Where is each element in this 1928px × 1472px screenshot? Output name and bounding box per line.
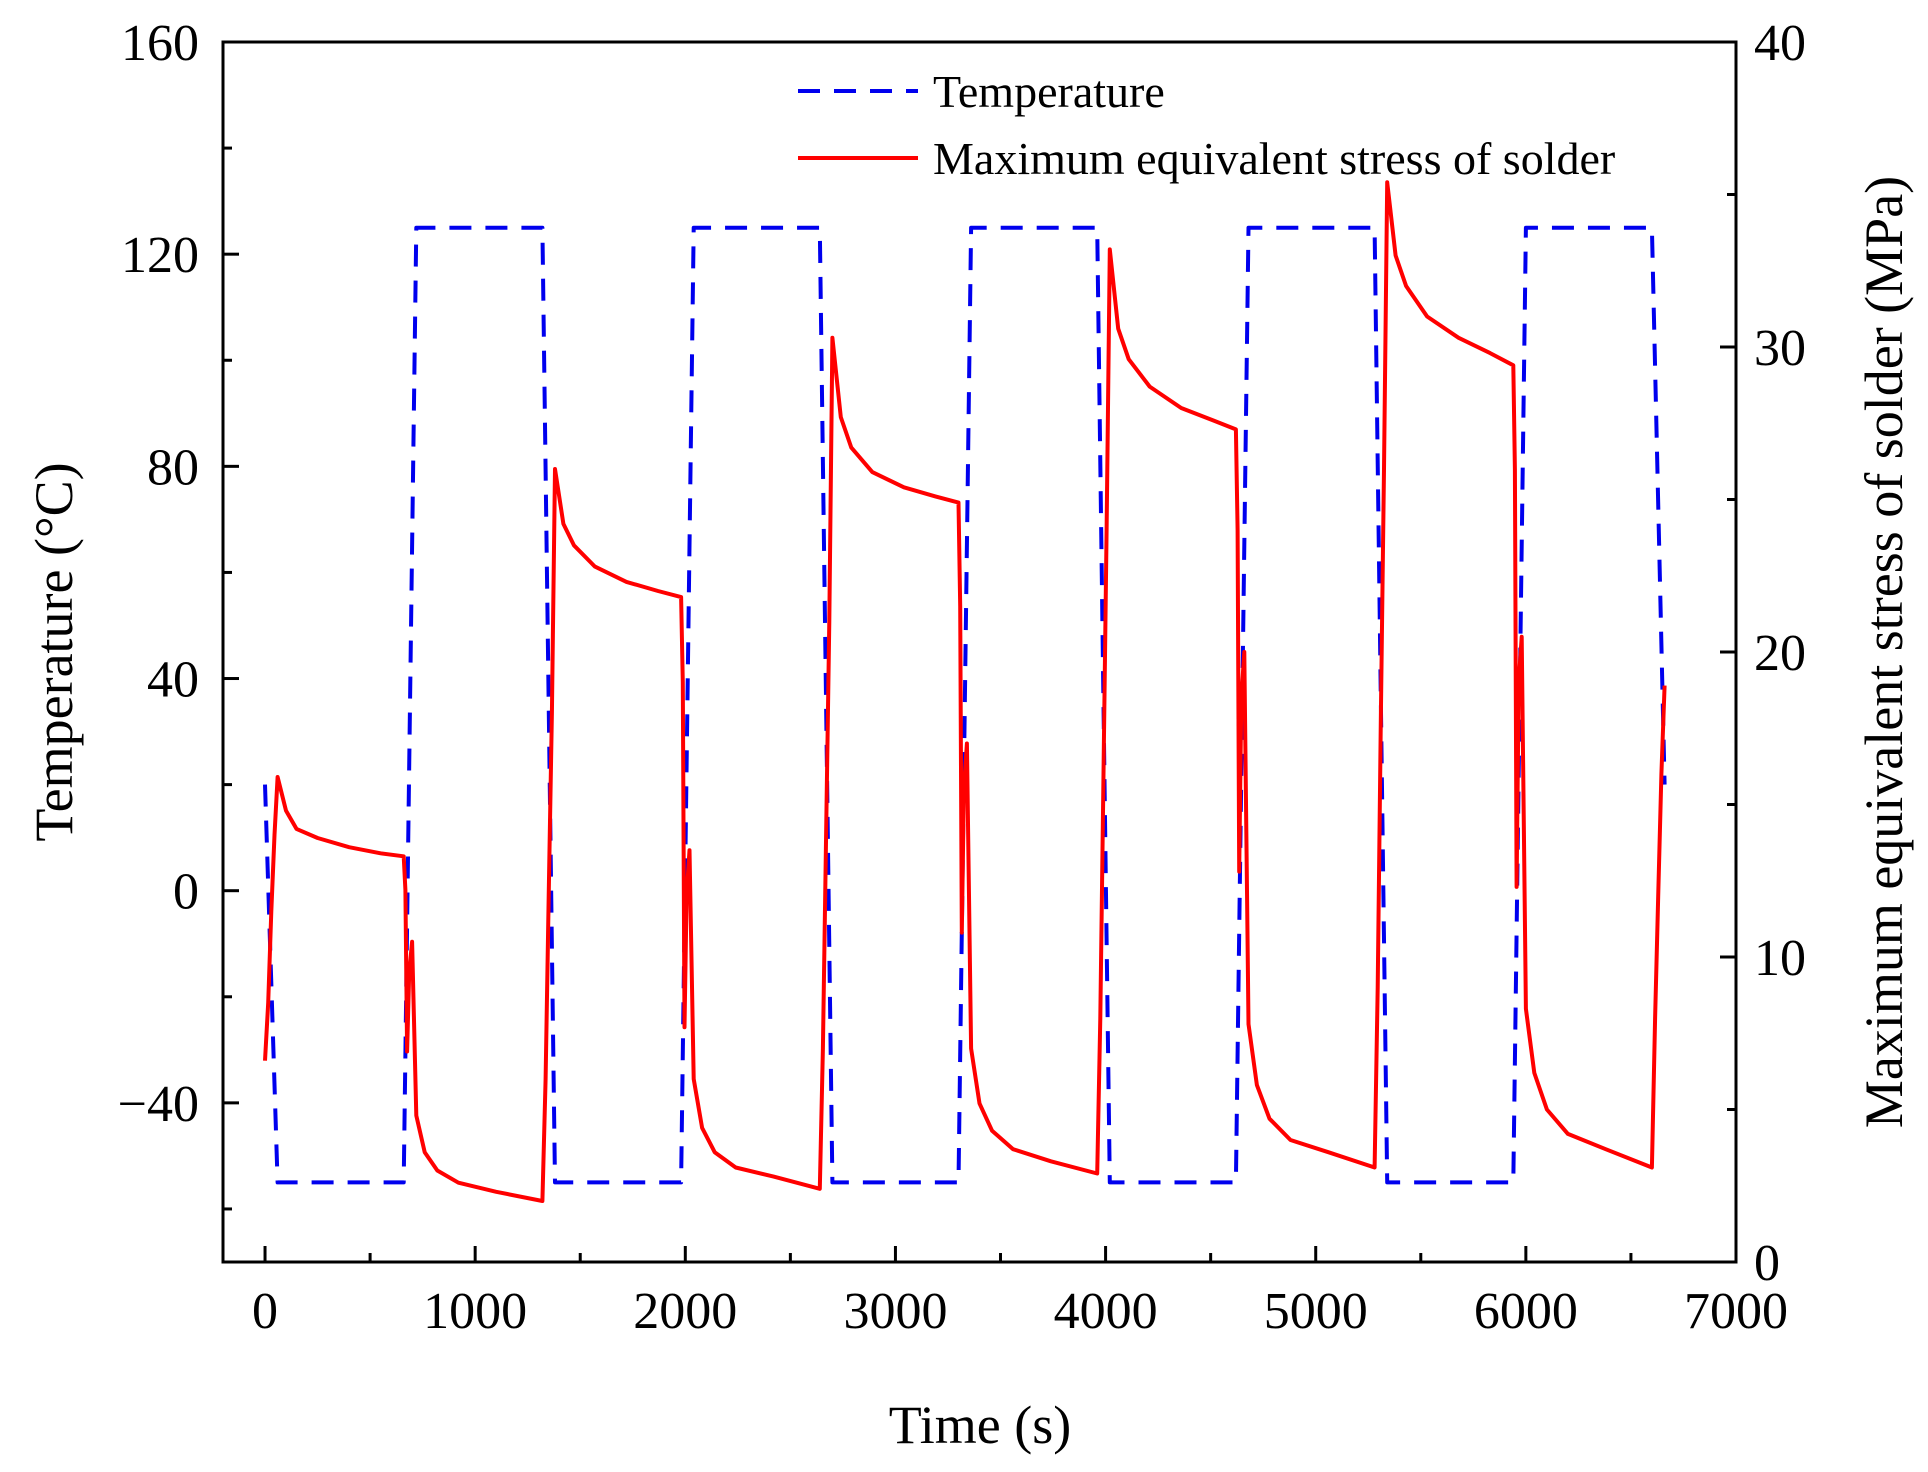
legend: Temperature Maximum equivalent stress of… xyxy=(798,66,1615,184)
x-tick-label: 5000 xyxy=(1264,1283,1368,1340)
legend-stress-label: Maximum equivalent stress of solder xyxy=(933,133,1615,184)
y-left-tick-label: 80 xyxy=(147,439,199,496)
x-tick-label: 6000 xyxy=(1474,1283,1578,1340)
y-left-tick-label: 160 xyxy=(121,15,199,72)
ticks-layer: 0 1000 2000 3000 4000 5000 6000 7000 −40 0 40 80 120… xyxy=(118,15,1806,1340)
y-axis-right-title: Maximum equivalent stress of solder (MPa… xyxy=(1854,176,1914,1128)
y-axis-left-title: Temperature (°C) xyxy=(24,462,84,841)
legend-temperature-label: Temperature xyxy=(933,66,1165,117)
series-line-stress xyxy=(263,180,1667,1203)
y-right-tick-label: 40 xyxy=(1754,15,1806,72)
y-left-tick-label: 40 xyxy=(147,652,199,709)
y-left-tick-label: 0 xyxy=(173,864,199,921)
x-tick-label: 1000 xyxy=(423,1283,527,1340)
plot-frame xyxy=(221,40,1738,1264)
y-right-tick-label: 0 xyxy=(1754,1235,1780,1292)
x-tick-label: 0 xyxy=(252,1283,278,1340)
y-right-tick-label: 10 xyxy=(1754,930,1806,987)
x-tick-label: 7000 xyxy=(1684,1283,1788,1340)
series-line-temperature xyxy=(263,225,1667,1185)
x-tick-label: 2000 xyxy=(633,1283,737,1340)
x-tick-label: 3000 xyxy=(843,1283,947,1340)
y-right-tick-label: 30 xyxy=(1754,320,1806,377)
series-layer xyxy=(263,180,1667,1203)
x-tick-label: 4000 xyxy=(1054,1283,1158,1340)
x-axis-title: Time (s) xyxy=(889,1395,1072,1455)
y-right-tick-label: 20 xyxy=(1754,625,1806,682)
y-left-tick-label: −40 xyxy=(118,1076,199,1133)
y-left-tick-label: 120 xyxy=(121,227,199,284)
